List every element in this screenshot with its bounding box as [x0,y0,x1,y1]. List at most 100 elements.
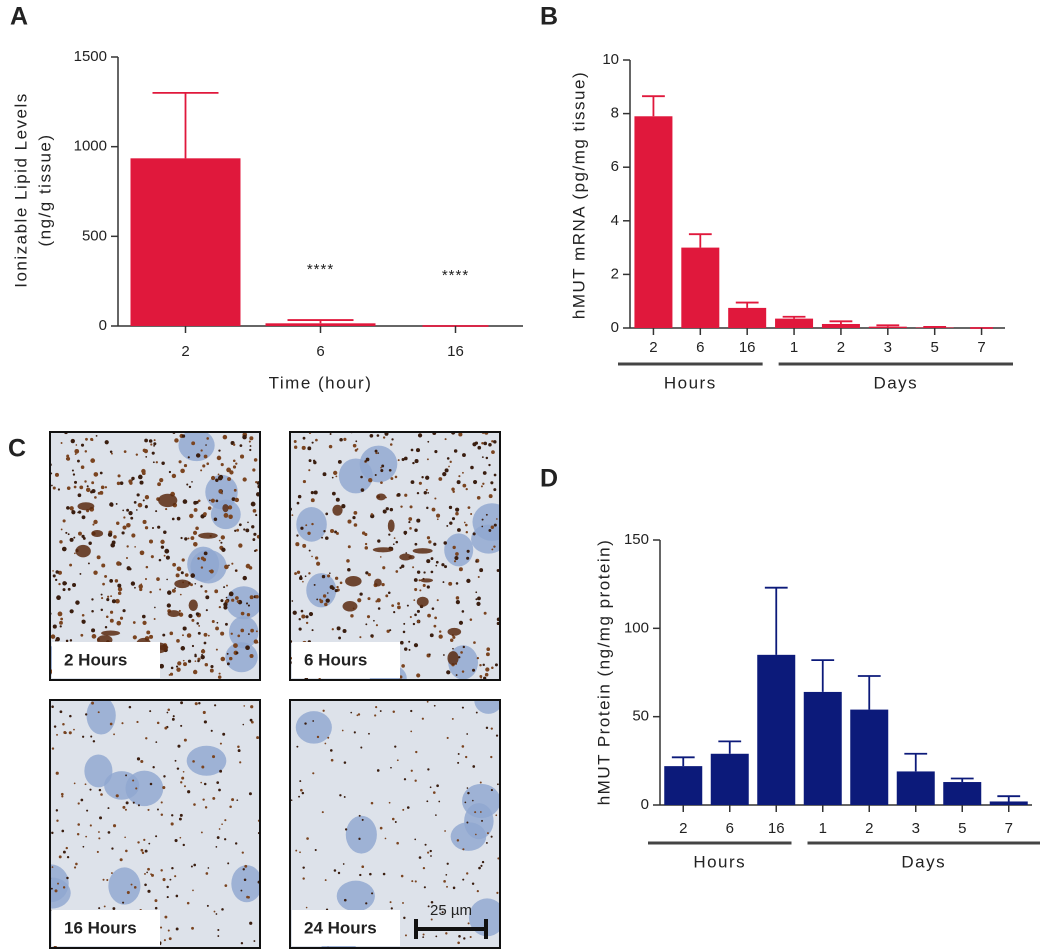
stain-dot [186,633,192,638]
stain-dot [414,779,417,782]
stain-dot [140,848,144,852]
stain-dot [215,478,219,482]
stain-dot [180,701,184,705]
stain-dot [302,580,304,583]
stain-dot [462,878,465,881]
x-tick-label: 2 [649,339,657,356]
stain-dot [236,600,240,603]
x-tick-label: 2 [865,820,873,837]
stain-dot [291,514,294,517]
stain-dot [215,626,219,631]
stain-dot [438,800,441,803]
stain-dot [295,542,300,547]
stain-dot [214,704,217,707]
stain-dot [331,628,334,631]
stain-dot [466,787,469,789]
stain-dot [84,783,87,786]
stain-dot [396,492,401,497]
stain-dot [131,476,135,481]
bar [265,323,376,326]
stain-dot [171,717,175,721]
stain-dot [310,498,315,503]
stain-dot [429,633,434,638]
stain-dot [109,502,114,507]
stain-dot [403,916,406,920]
stain-dot [296,745,299,748]
stain-dot [81,619,86,624]
stain-dot [116,620,122,626]
stain-dot [455,511,459,516]
image-label: 24 Hours [304,918,377,937]
stain-dot [60,528,63,531]
stain-dot [306,837,309,840]
stain-dot [166,578,168,581]
error-bar [904,752,928,772]
stain-dot [202,464,206,468]
stain-dot [412,622,416,626]
stain-dot [221,908,224,911]
stain-dot [245,563,251,569]
stain-dot [247,521,249,524]
stain-dot [165,508,168,511]
stain-dot [413,599,416,602]
stain-dot [87,562,90,565]
x-tick-label: 6 [696,339,704,356]
stain-dot [242,723,245,726]
stain-dot [330,758,334,762]
stain-dot [182,843,185,847]
stain-dot [119,858,123,862]
stain-dot [427,491,430,494]
stain-dot [154,606,156,609]
stain-dot [233,488,237,492]
stain-dot [138,474,143,480]
stain-patch [222,504,229,513]
stain-dot [189,513,194,519]
stain-dot [192,530,198,535]
stain-dot [414,880,417,883]
stain-dot [312,720,315,722]
stain-dot [388,801,391,804]
stain-dot [339,438,343,442]
stain-dot [231,562,234,565]
stain-dot [163,939,166,942]
stain-dot [412,566,415,569]
stain-dot [299,780,302,783]
stain-dot [298,617,301,621]
stain-dot [443,541,447,545]
stain-dot [182,634,184,637]
stain-dot [429,786,432,789]
stain-dot [497,783,499,786]
bar [757,654,796,805]
stain-patch [167,610,181,618]
stain-dot [365,902,368,905]
x-tick-label: 5 [931,339,939,356]
stain-dot [52,574,56,578]
stain-dot [379,710,382,712]
stain-dot [54,578,58,582]
stain-dot [255,480,258,484]
stain-dot [218,489,223,494]
stain-dot [112,907,116,910]
stain-dot [197,659,200,663]
x-tick-label: 7 [977,339,985,356]
x-tick-label: 16 [739,339,756,356]
stain-dot [250,628,254,633]
stain-dot [488,529,492,532]
stain-dot [164,548,170,554]
nucleus [474,700,500,714]
stain-dot [73,782,76,785]
stain-dot [56,733,58,736]
stain-dot [324,879,327,882]
stain-dot [364,546,369,550]
image-label: 6 Hours [304,650,367,669]
stain-dot [55,771,59,775]
y-tick-label: 0 [611,319,619,336]
stain-dot [247,604,251,607]
x-tick-label: 3 [884,339,892,356]
group-label: Hours [664,373,717,392]
stain-dot [230,632,233,635]
panel-label: A [10,3,28,31]
stain-dot [255,630,258,633]
stain-dot [493,473,497,477]
stain-dot [183,785,186,788]
